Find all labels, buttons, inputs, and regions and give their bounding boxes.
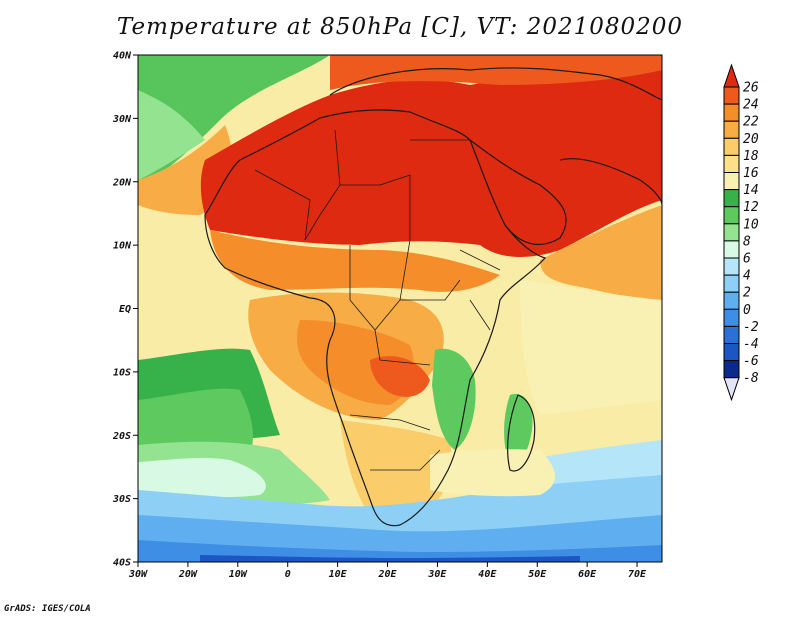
colorbar-swatch (723, 343, 740, 362)
colorbar-level-label: 14 (743, 183, 759, 198)
colorbar-level-label: 2 (743, 286, 751, 301)
lat-tick-label: 40S (113, 558, 131, 569)
lat-tick-label: EQ (119, 304, 131, 315)
colorbar-swatch (723, 325, 740, 344)
lon-tick-label: 40E (478, 569, 497, 580)
coastline-outlines (204, 67, 662, 527)
lat-tick-label: 30N (112, 114, 132, 125)
colorbar-top-arrow (723, 63, 740, 88)
colorbar-swatch (723, 172, 740, 191)
colorbar-level-label: 20 (743, 132, 759, 147)
colorbar-level-label: 8 (743, 234, 751, 249)
colorbar-level-label: 10 (743, 217, 759, 232)
lon-tick-label: 30W (128, 569, 148, 580)
colorbar-level-label: 16 (743, 166, 759, 181)
colorbar-level-label: 0 (743, 303, 751, 318)
lon-tick-label: 10W (229, 569, 248, 580)
colorbar-level-label: 4 (743, 269, 751, 284)
colorbar-level-label: 26 (743, 81, 759, 96)
colorbar-swatch (723, 240, 740, 259)
colorbar-swatch (723, 137, 740, 156)
colorbar-swatch (723, 291, 740, 310)
lon-tick-label: 30E (427, 569, 447, 580)
lon-tick-label: 20E (377, 569, 397, 580)
colorbar-swatch (723, 154, 740, 173)
country-borders (254, 129, 501, 471)
colorbar-swatch (723, 223, 740, 242)
colorbar-level-label: -8 (743, 371, 759, 386)
colorbar-level-label: 18 (743, 149, 759, 164)
colorbar-level-label: 24 (743, 98, 759, 113)
colorbar-level-label: -6 (743, 354, 759, 369)
colorbar-level-label: -2 (743, 320, 759, 335)
lat-tick-label: 10S (113, 367, 131, 378)
colorbar-level-label: 6 (743, 252, 751, 267)
lon-tick-label: 10E (329, 569, 348, 580)
lon-tick-label: 60E (578, 569, 597, 580)
colorbar-level-label: 22 (743, 115, 759, 130)
latitude-tick-labels: 40N 30N 20N 10N EQ 10S 20S 30S 40S (112, 51, 138, 569)
colorbar-level-label: -4 (743, 337, 759, 352)
lon-tick-label: 50E (528, 569, 547, 580)
longitude-tick-labels: 30W 20W 10W 0 10E 20E 30E 40E 50E 60E 70E (128, 562, 647, 580)
colorbar-swatch (723, 120, 740, 139)
map-title: Temperature at 850hPa [C], VT: 202108020… (116, 14, 684, 40)
colorbar-swatch (723, 103, 740, 122)
colorbar-swatch (723, 257, 740, 276)
temperature-field (138, 55, 662, 562)
lat-tick-label: 20N (112, 177, 132, 188)
colorbar-swatch (723, 86, 740, 105)
colorbar-swatch (723, 189, 740, 208)
colorbar-level-label: 12 (743, 200, 759, 215)
colorbar-swatch (723, 274, 740, 293)
colorbar-swatch (723, 206, 740, 225)
colorbar-bottom-arrow (723, 377, 740, 402)
lat-tick-label: 10N (113, 241, 132, 252)
lat-tick-label: 30S (112, 494, 131, 505)
lat-tick-label: 20S (112, 431, 131, 442)
lat-tick-label: 40N (113, 51, 132, 62)
lon-tick-label: 70E (628, 569, 647, 580)
grads-footer: GrADS: IGES/COLA (4, 604, 91, 614)
lon-tick-label: 20W (178, 569, 198, 580)
colorbar-swatch (723, 308, 740, 327)
lon-tick-label: 0 (285, 569, 291, 580)
colorbar-swatch (723, 360, 740, 379)
